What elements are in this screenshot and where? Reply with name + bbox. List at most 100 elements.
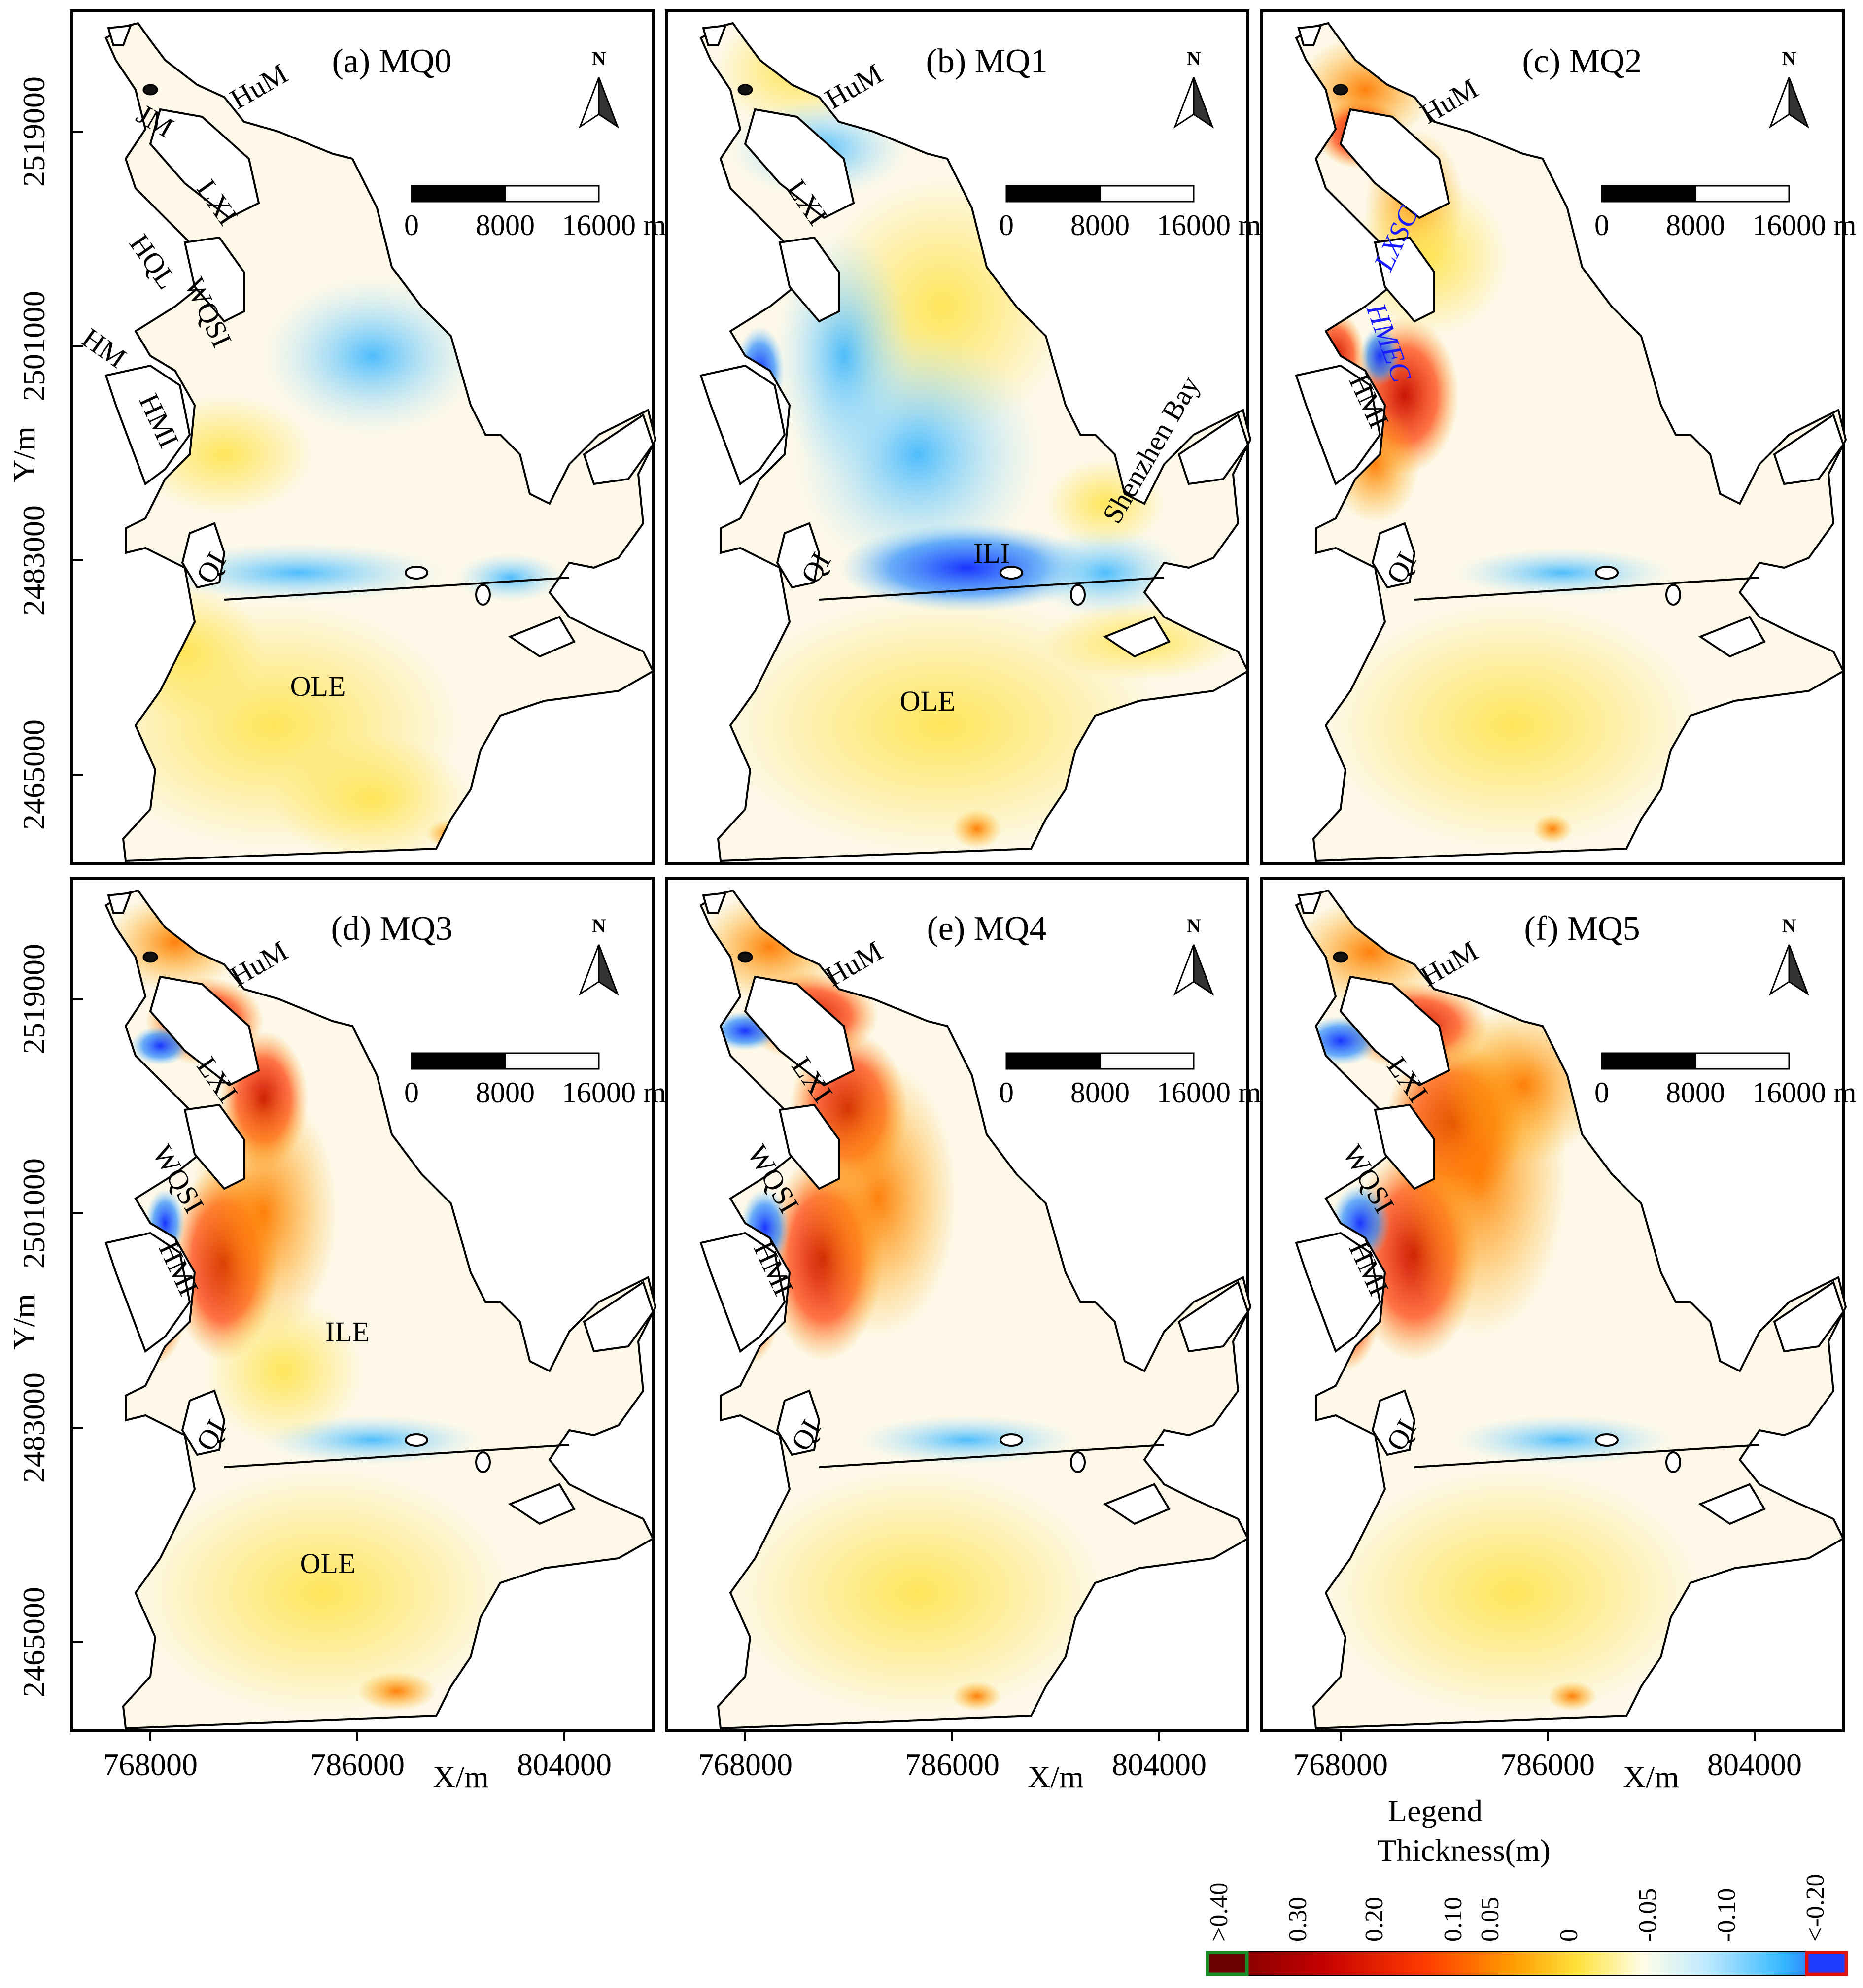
legend-tick-label: -0.10 — [1713, 1888, 1741, 1942]
y-tick-label: 2501000 — [16, 291, 51, 401]
scale-tick: 0 — [999, 1076, 1014, 1109]
scale-tick: 8000 — [476, 209, 535, 241]
scale-bar: 0 8000 16000 m — [1594, 1052, 1857, 1109]
svg-text:N: N — [1782, 47, 1796, 69]
svg-text:N: N — [592, 915, 606, 937]
scale-bar: 0 8000 16000 m — [404, 185, 666, 241]
scale-tick: 0 — [1594, 209, 1609, 241]
y-tick-label: 2465000 — [16, 720, 51, 830]
x-axis-label: X/m — [1623, 1759, 1679, 1794]
region-label: ILE — [325, 1316, 370, 1348]
anomaly-patch — [859, 1415, 1075, 1465]
anomaly-patch — [1548, 1681, 1597, 1711]
anomaly-patch — [1026, 528, 1184, 617]
anomaly-patch — [357, 1672, 436, 1711]
scale-tick: 16000 — [1752, 1076, 1826, 1109]
scale-tick: 0 — [1594, 1076, 1609, 1109]
scale-tick: 16000 — [562, 1076, 636, 1109]
north-arrow-icon: N — [578, 915, 620, 996]
anomaly-patch — [1350, 178, 1508, 336]
svg-text:N: N — [1782, 915, 1796, 937]
north-arrow-icon: N — [1768, 47, 1810, 129]
y-axis-label: Y/m — [6, 1294, 41, 1350]
legend-tick-label: <-0.20 — [1801, 1874, 1829, 1942]
y-tick-label: 2483000 — [16, 1372, 51, 1483]
scale-tick: 16000 — [1157, 209, 1231, 241]
scale-tick: 16000 — [1157, 1076, 1231, 1109]
region-label: OLE — [900, 685, 956, 717]
anomaly-patch — [730, 1470, 1105, 1716]
scale-unit: m — [1833, 209, 1857, 241]
x-tick-label: 768000 — [103, 1747, 198, 1782]
anomaly-patch — [1360, 326, 1400, 385]
y-tick-label: 2483000 — [16, 505, 51, 616]
panel-title: (a) MQ0 — [332, 42, 452, 80]
panel-title: (c) MQ2 — [1522, 42, 1642, 80]
anomaly-patch — [952, 1681, 1001, 1711]
anomaly-patch — [1533, 814, 1572, 844]
legend-tick-label: 0 — [1555, 1929, 1583, 1942]
anomaly-patch — [205, 1297, 362, 1445]
panel-title: (e) MQ4 — [927, 910, 1047, 948]
scale-bar: 0 8000 16000 m — [999, 185, 1261, 241]
scale-unit: m — [1833, 1076, 1857, 1109]
anomaly-patch — [1454, 548, 1671, 597]
scale-unit: m — [1238, 1076, 1261, 1109]
region-label: OLE — [290, 670, 346, 702]
x-axis-label: X/m — [1028, 1759, 1084, 1794]
anomaly-patch — [1326, 1470, 1700, 1716]
legend-tick-label: >0.40 — [1205, 1883, 1233, 1942]
panel-title: (d) MQ3 — [331, 910, 453, 948]
svg-text:N: N — [592, 47, 606, 69]
anomaly-patch — [799, 1061, 957, 1337]
legend-low-box — [1805, 1951, 1848, 1976]
x-tick-label: 786000 — [1500, 1747, 1595, 1782]
panel-title: (f) MQ5 — [1524, 910, 1640, 948]
svg-text:N: N — [1187, 915, 1201, 937]
scale-bar: 0 8000 16000 m — [1594, 185, 1857, 241]
legend-tick-label: 0.20 — [1360, 1897, 1388, 1942]
region-label: OLE — [300, 1547, 356, 1579]
y-tick-label: 2519000 — [16, 944, 51, 1054]
legend-subtitle: Thickness(m) — [1377, 1833, 1551, 1868]
x-axis: 768000 786000 804000 X/m 768000 786000 804000 X… — [103, 1731, 1802, 1794]
x-tick-label: 768000 — [1293, 1747, 1388, 1782]
legend-title: Legend — [1388, 1793, 1483, 1828]
scale-tick: 8000 — [1070, 209, 1130, 241]
legend-tick-label: 0.10 — [1439, 1897, 1467, 1942]
x-tick-label: 768000 — [698, 1747, 793, 1782]
x-tick-label: 804000 — [1707, 1747, 1802, 1782]
scale-tick: 8000 — [1070, 1076, 1130, 1109]
north-arrow-icon: N — [1173, 47, 1214, 129]
svg-text:N: N — [1187, 47, 1201, 69]
scale-tick: 8000 — [476, 1076, 535, 1109]
x-tick-label: 786000 — [905, 1747, 1000, 1782]
north-arrow-icon: N — [1173, 915, 1214, 996]
scale-tick: 16000 — [562, 209, 636, 241]
x-tick-label: 804000 — [1112, 1747, 1207, 1782]
legend-tick-label: 0.05 — [1476, 1897, 1504, 1942]
scale-tick: 0 — [404, 1076, 419, 1109]
scale-unit: m — [643, 209, 666, 241]
y-tick-label: 2465000 — [16, 1587, 51, 1697]
scale-bar: 0 8000 16000 m — [999, 1052, 1261, 1109]
region-label: ILI — [973, 537, 1010, 569]
legend-ticks: >0.40 0.30 0.20 0.10 0.05 0 -0.05 -0.10 <-0.20 — [1205, 1874, 1829, 1942]
legend-color-bar — [1206, 1951, 1848, 1976]
y-tick-label: 2501000 — [16, 1158, 51, 1268]
y-axis-label: Y/m — [6, 426, 41, 482]
y-tick-label: 2519000 — [16, 76, 51, 187]
anomaly-patch — [721, 597, 1164, 854]
map-panel-a: (a) MQ0 N0 8000 16000 mHuMJMLXIHQLWQSIHMHMIQ… — [70, 9, 666, 865]
scale-tick: 8000 — [1666, 209, 1725, 241]
map-panels: (a) MQ0 N0 8000 16000 mHuMJMLXIHQLWQSIHMHMIQ… — [70, 9, 1857, 1732]
scale-tick: 0 — [999, 209, 1014, 241]
x-tick-label: 786000 — [310, 1747, 405, 1782]
scale-unit: m — [1238, 209, 1261, 241]
anomaly-patch — [952, 809, 1001, 849]
anomaly-patch — [136, 1470, 510, 1716]
